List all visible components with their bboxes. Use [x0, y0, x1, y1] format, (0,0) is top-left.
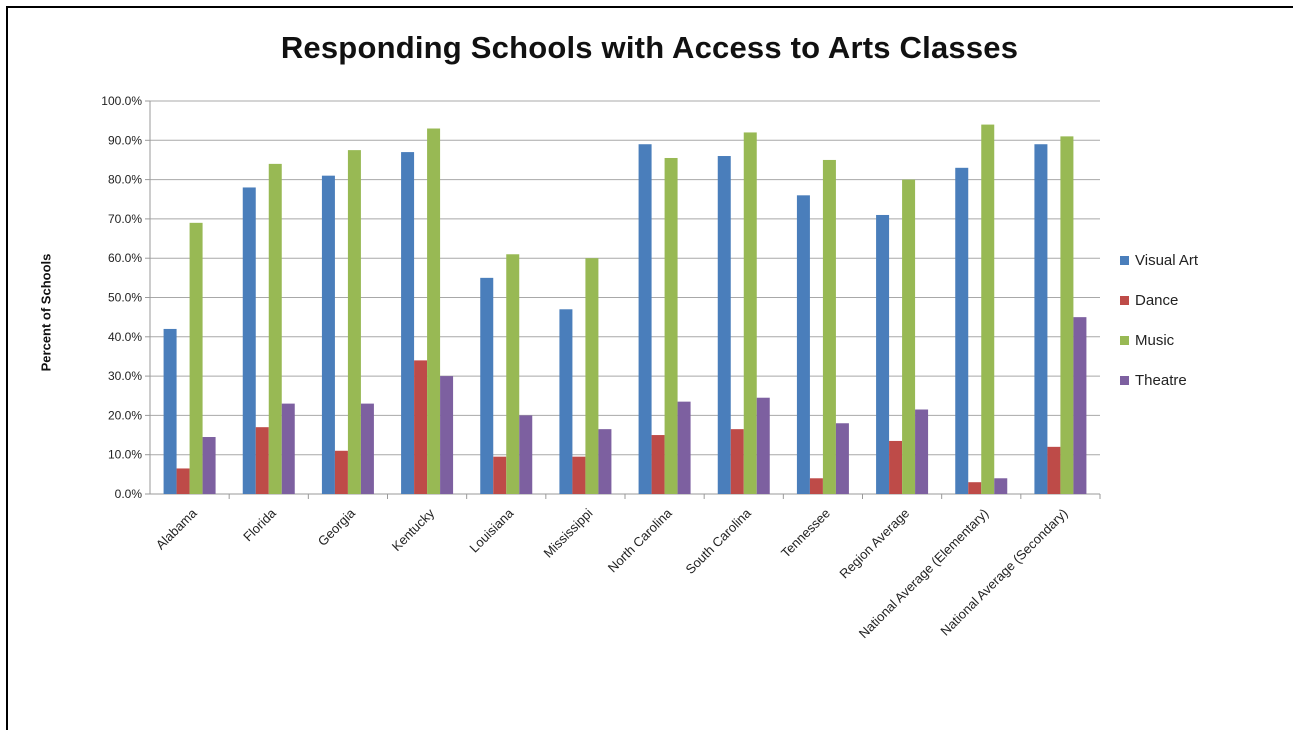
bar-theatre [994, 478, 1008, 494]
bar-theatre [202, 437, 216, 494]
bar-visual-art [242, 187, 256, 494]
legend-swatch [1120, 375, 1129, 385]
bar-theatre [440, 376, 454, 494]
bar-dance [255, 427, 269, 494]
bar-theatre [281, 403, 295, 494]
bar-theatre [1073, 317, 1087, 494]
bar-dance [889, 440, 903, 494]
bar-music [347, 150, 361, 494]
legend: Visual Art Dance Music Theatre [1120, 240, 1198, 400]
legend-swatch [1120, 295, 1129, 305]
y-tick-label: 20.0% [108, 408, 142, 422]
x-tick-label: National Average (Secondary) [937, 506, 1070, 639]
bar-theatre [835, 423, 849, 494]
x-tick-label: Georgia [315, 505, 359, 549]
x-tick-label: Tennessee [778, 506, 833, 561]
bar-theatre [598, 429, 612, 494]
bar-music [664, 157, 678, 495]
y-tick-label: 10.0% [108, 448, 142, 462]
y-tick-label: 60.0% [108, 251, 142, 265]
bar-dance [334, 450, 348, 494]
bar-music [981, 124, 995, 494]
y-tick-label: 0.0% [115, 487, 143, 501]
x-tick-label: North Carolina [605, 505, 675, 575]
chart-title: Responding Schools with Access to Arts C… [280, 30, 1019, 65]
bar-dance [730, 429, 744, 494]
legend-item-visual-art: Visual Art [1120, 240, 1198, 280]
bar-theatre [915, 409, 929, 494]
y-tick-label: 30.0% [108, 369, 142, 383]
bar-visual-art [321, 175, 335, 495]
x-tick-label: Louisiana [466, 505, 517, 556]
bar-visual-art [480, 277, 494, 494]
bar-theatre [677, 401, 691, 494]
bar-dance [968, 482, 982, 494]
bar-music [585, 258, 599, 494]
bar-dance [809, 478, 823, 494]
legend-swatch [1120, 255, 1129, 265]
bar-music [189, 222, 203, 494]
y-tick-label: 40.0% [108, 330, 142, 344]
x-tick-label: Florida [240, 505, 279, 544]
legend-label: Visual Art [1135, 251, 1199, 269]
x-tick-label: Mississippi [540, 505, 595, 560]
legend-label: Music [1135, 331, 1175, 349]
y-tick-label: 50.0% [108, 291, 142, 305]
bar-visual-art [401, 152, 415, 494]
bar-music [743, 132, 757, 494]
bar-visual-art [876, 214, 890, 494]
x-tick-label: Kentucky [389, 505, 438, 554]
y-tick-label: 70.0% [108, 212, 142, 226]
bar-visual-art [638, 144, 652, 495]
x-tick-label: Alabama [153, 505, 200, 552]
x-tick-label: South Carolina [682, 505, 754, 577]
legend-swatch [1120, 335, 1129, 345]
bar-dance [651, 435, 665, 494]
bar-music [506, 254, 520, 494]
bar-music [902, 179, 916, 494]
legend-label: Theatre [1135, 371, 1187, 389]
legend-item-theatre: Theatre [1120, 360, 1198, 400]
bar-theatre [756, 397, 770, 494]
bar-dance [493, 456, 507, 494]
bar-dance [414, 360, 428, 494]
bar-theatre [360, 403, 374, 494]
bar-dance [1047, 446, 1061, 494]
bar-music [822, 159, 836, 494]
y-tick-label: 100.0% [101, 94, 142, 108]
bar-dance [572, 456, 586, 494]
bar-visual-art [559, 309, 573, 494]
legend-label: Dance [1135, 291, 1179, 309]
bar-visual-art [1034, 144, 1048, 495]
legend-item-dance: Dance [1120, 280, 1198, 320]
bar-theatre [519, 415, 533, 494]
bar-music [268, 163, 282, 494]
bar-visual-art [796, 195, 810, 494]
y-tick-label: 90.0% [108, 133, 142, 147]
bar-visual-art [163, 328, 177, 494]
bar-visual-art [717, 156, 731, 494]
bar-music [427, 128, 441, 494]
x-tick-label: Region Average [836, 506, 912, 582]
bar-dance [176, 468, 190, 494]
y-tick-label: 80.0% [108, 173, 142, 187]
bar-visual-art [955, 167, 969, 494]
x-tick-label: National Average (Elementary) [856, 506, 992, 642]
legend-item-music: Music [1120, 320, 1198, 360]
bar-music [1060, 136, 1074, 494]
